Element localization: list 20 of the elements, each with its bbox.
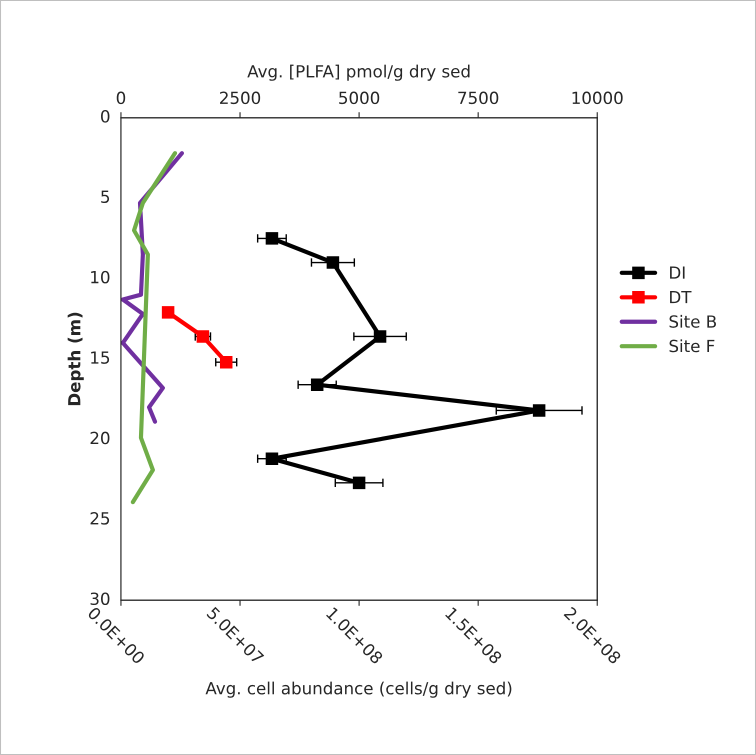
line-series	[130, 151, 178, 504]
x2-axis-title: Avg. [PLFA] pmol/g dry sed	[247, 64, 470, 81]
x2-tick-label: 2500	[220, 92, 260, 104]
x2-tick-label: 5000	[339, 92, 380, 104]
y-tick-label: 20	[90, 432, 110, 444]
legend-label: DT	[670, 290, 692, 304]
y-tick-label: 15	[91, 351, 110, 364]
y-tick-label: 5	[101, 190, 110, 204]
legend-label: Site B	[670, 314, 716, 328]
y-tick-label: 30	[90, 592, 110, 606]
legend-label: DI	[670, 266, 685, 279]
y-tick-label: 10	[91, 270, 110, 284]
x2-tick-label: 0	[116, 92, 126, 104]
y-axis-title: Depth (m)	[68, 312, 84, 406]
x2-tick-label: 7500	[458, 92, 498, 104]
legend-label: Site F	[670, 339, 714, 352]
x-axis-title: Avg. cell abundance (cells/g dry sed)	[206, 682, 512, 698]
y-tick-label: 0	[101, 110, 110, 123]
x2-tick-label: 10000	[572, 92, 623, 104]
y-tick-label: 25	[90, 512, 110, 525]
